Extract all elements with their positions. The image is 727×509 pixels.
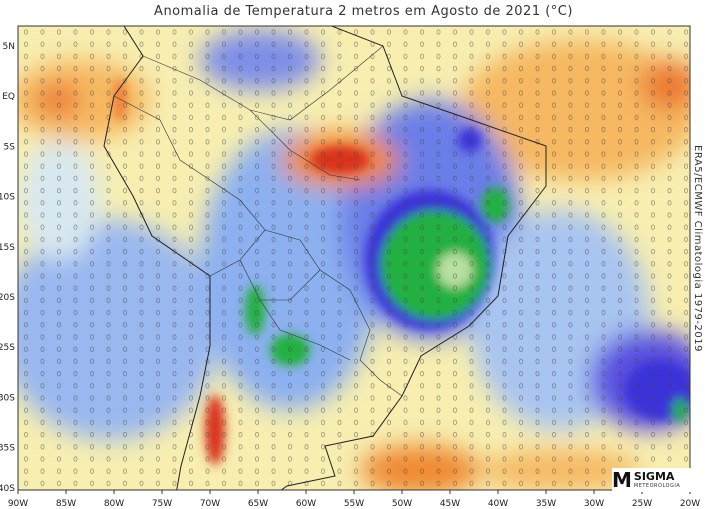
latitude-tick-label: 15S <box>0 243 15 253</box>
latitude-tick-label: 35S <box>0 444 15 454</box>
longitude-axis: 90W 85W 80W 75W 70W 65W 60W 55W 50W 45W 40W 35W 30W 2… <box>8 490 700 509</box>
longitude-tick-label: 90W <box>8 499 28 509</box>
longitude-tick-label: 55W <box>344 499 364 509</box>
logo-subtitle: METEOROLOGIA <box>633 483 681 489</box>
longitude-tick-label: 45W <box>440 499 460 509</box>
longitude-tick-label: 60W <box>296 499 316 509</box>
latitude-tick-label: 30S <box>0 393 15 403</box>
longitude-tick-label: 65W <box>248 499 268 509</box>
longitude-tick-label: 25W <box>632 499 652 509</box>
longitude-tick-label: 70W <box>200 499 220 509</box>
latitude-tick-label: 20S <box>0 293 15 303</box>
latitude-tick-label: 10S <box>0 193 15 203</box>
map-title: Anomalia de Temperatura 2 metros em Agos… <box>154 4 573 19</box>
longitude-tick-label: 40W <box>488 499 508 509</box>
longitude-tick-label: 50W <box>392 499 412 509</box>
latitude-tick-label: 25S <box>0 343 15 353</box>
anomaly-field <box>18 26 690 490</box>
sigma-logo: M SIGMA METEOROLOGIA <box>612 468 692 492</box>
longitude-tick-label: 75W <box>152 499 172 509</box>
south-america-coastline <box>103 26 547 490</box>
longitude-tick-label: 30W <box>584 499 604 509</box>
longitude-tick-label: 85W <box>56 499 76 509</box>
latitude-axis: 5N EQ 5S 10S 15S 20S 25S 30S 35S 40S <box>0 42 15 494</box>
logo-mark-icon: M <box>612 468 632 492</box>
longitude-tick-label: 20W <box>680 499 700 509</box>
longitude-tick-label: 80W <box>104 499 124 509</box>
data-source-credit: ERA5/ECMWF Climatologia 1979-2019 <box>692 145 703 352</box>
latitude-tick-label: 5N <box>3 42 15 52</box>
country-borders <box>113 45 403 397</box>
latitude-tick-label: 5S <box>4 142 16 152</box>
logo-name: SIGMA <box>633 470 675 483</box>
longitude-tick-label: 35W <box>536 499 556 509</box>
latitude-tick-label: 40S <box>0 484 15 494</box>
latitude-tick-label: EQ <box>2 92 15 102</box>
